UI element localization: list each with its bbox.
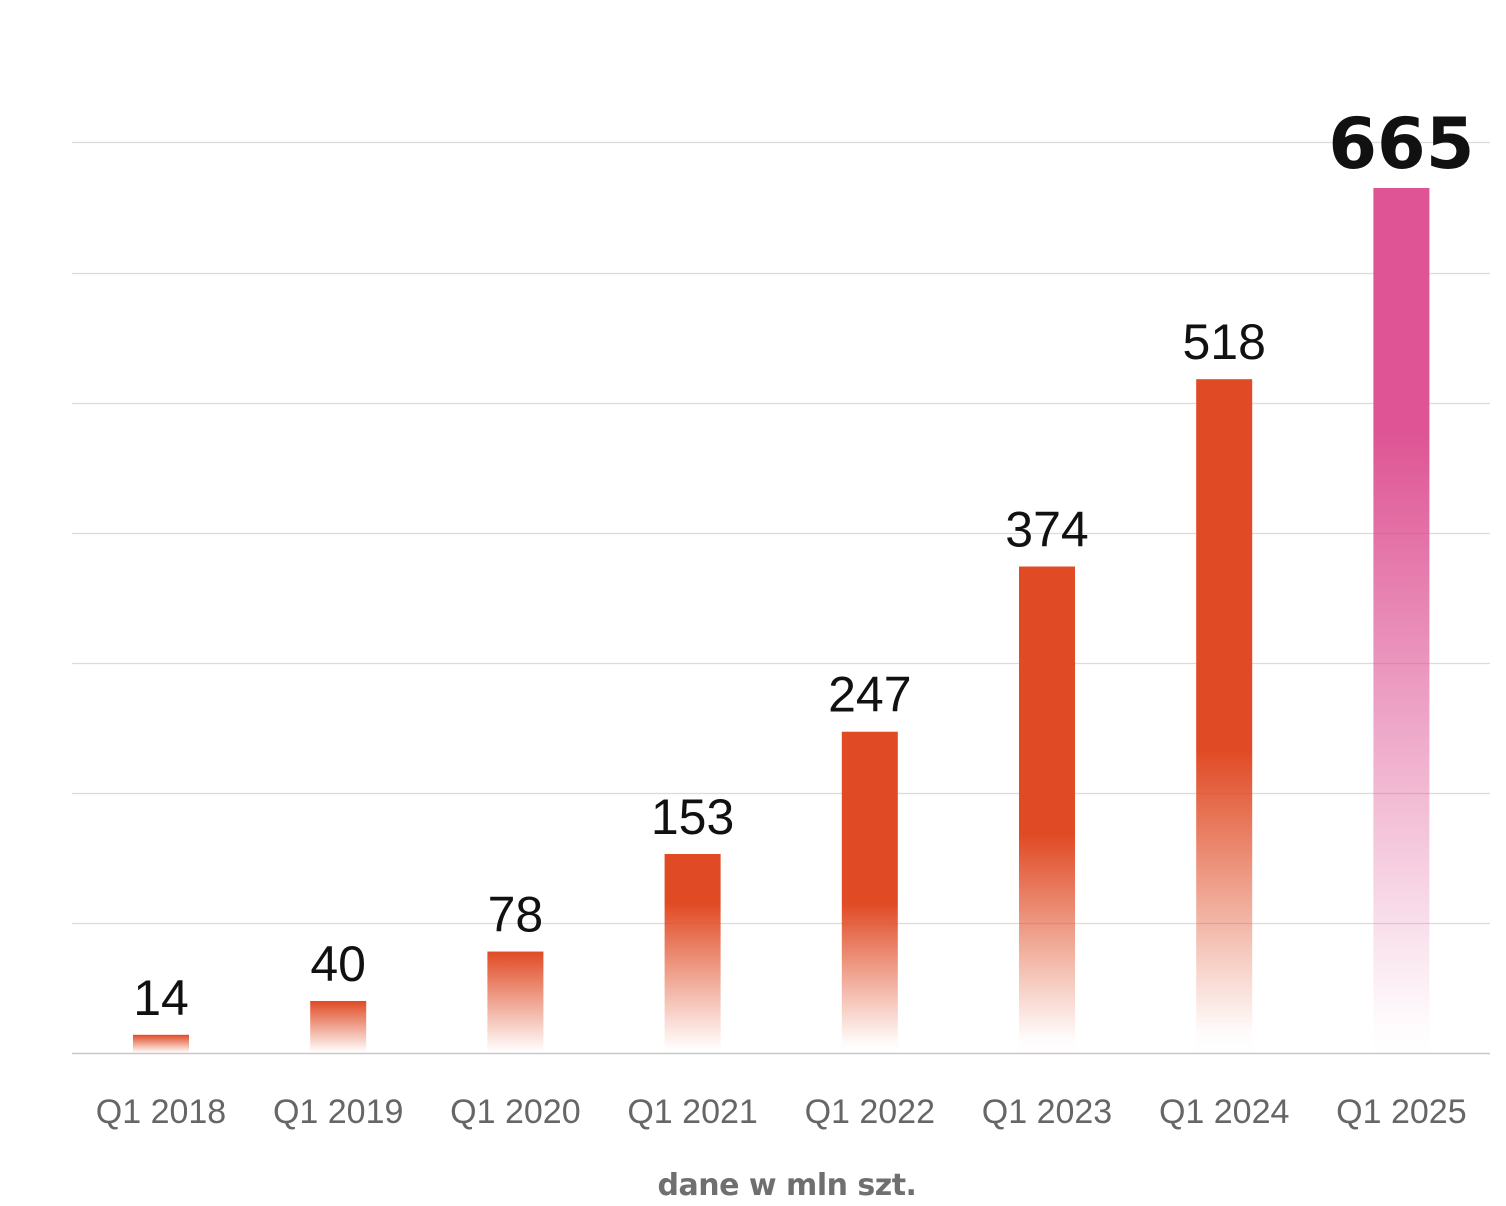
data-label: 518: [1182, 314, 1265, 370]
bar-q1-2020: [487, 951, 544, 1053]
bars: [133, 188, 1430, 1053]
x-tick-label: Q1 2018: [96, 1093, 226, 1131]
bar-q1-2024: [1196, 379, 1253, 1053]
gridlines: [72, 141, 1490, 1055]
x-tick-label: Q1 2021: [627, 1093, 757, 1131]
data-label: 153: [651, 789, 734, 845]
bar-q1-2025: [1373, 188, 1430, 1053]
x-tick-label: Q1 2019: [273, 1093, 403, 1131]
x-tick-label: Q1 2022: [805, 1093, 935, 1131]
data-label: 78: [488, 887, 544, 943]
x-tick-label: Q1 2025: [1336, 1093, 1466, 1131]
bar-q1-2021: [664, 853, 721, 1053]
x-tick-label: Q1 2024: [1159, 1093, 1289, 1131]
chart-caption: dane w mln szt.: [657, 1168, 917, 1203]
bar-q1-2019: [310, 1000, 367, 1053]
data-label: 374: [1005, 502, 1088, 558]
x-tick-label: Q1 2020: [450, 1093, 580, 1131]
bar-q1-2023: [1019, 566, 1075, 1053]
data-label: 247: [828, 667, 911, 723]
bar-q1-2022: [841, 731, 898, 1053]
x-tick-label: Q1 2023: [982, 1093, 1112, 1131]
x-tick-labels: Q1 2018 Q1 2019 Q1 2020 Q1 2021 Q1 2022 Q1 20…: [96, 1093, 1467, 1131]
data-label: 40: [310, 936, 366, 992]
data-labels: 14 40 78 153 247 374 518 665: [133, 103, 1474, 1026]
bar-q1-2018: [133, 1034, 189, 1053]
data-label: 665: [1328, 103, 1474, 185]
data-label: 14: [133, 970, 189, 1026]
